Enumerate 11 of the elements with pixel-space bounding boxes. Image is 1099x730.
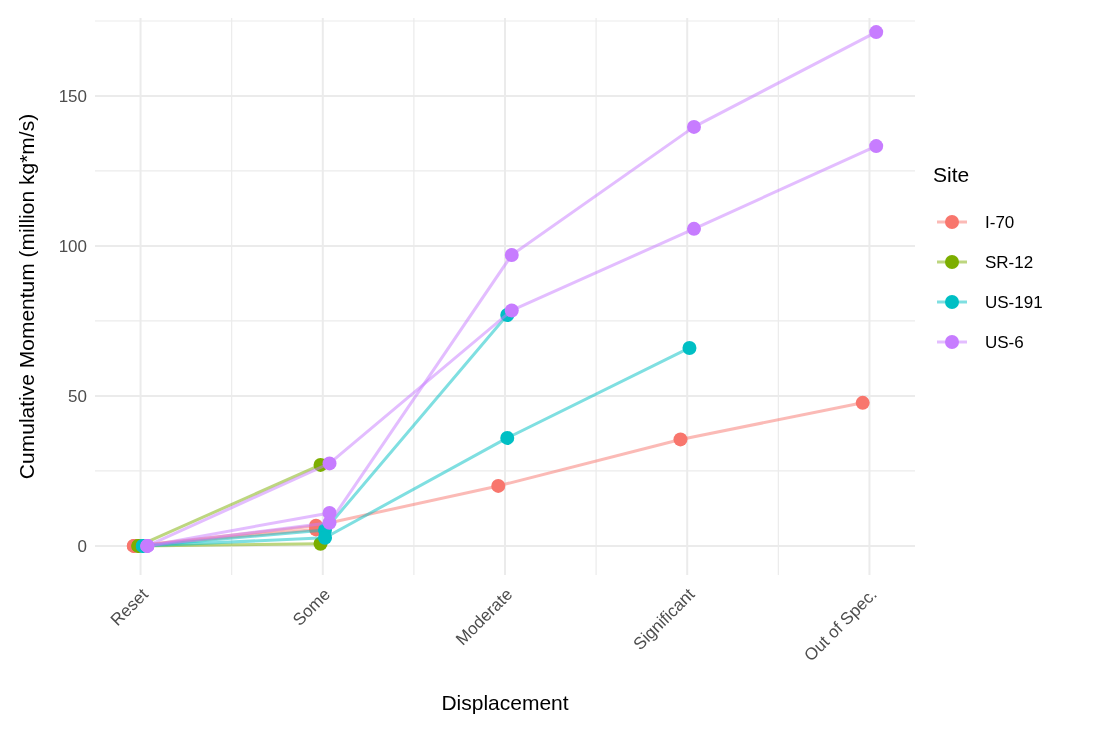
legend-label: SR-12 <box>985 252 1034 272</box>
x-axis-title: Displacement <box>441 691 569 714</box>
y-tick-label: 150 <box>58 86 87 106</box>
legend-label: I-70 <box>985 212 1015 232</box>
y-axis-title: Cumulative Momentum (million kg*m/s) <box>15 113 38 480</box>
legend-label: US-6 <box>985 332 1024 352</box>
y-tick-label: 0 <box>77 536 87 556</box>
legend-title: Site <box>933 163 970 186</box>
y-tick-label: 50 <box>68 386 87 406</box>
legend-label: US-191 <box>985 292 1043 312</box>
y-tick-label: 100 <box>58 236 87 256</box>
